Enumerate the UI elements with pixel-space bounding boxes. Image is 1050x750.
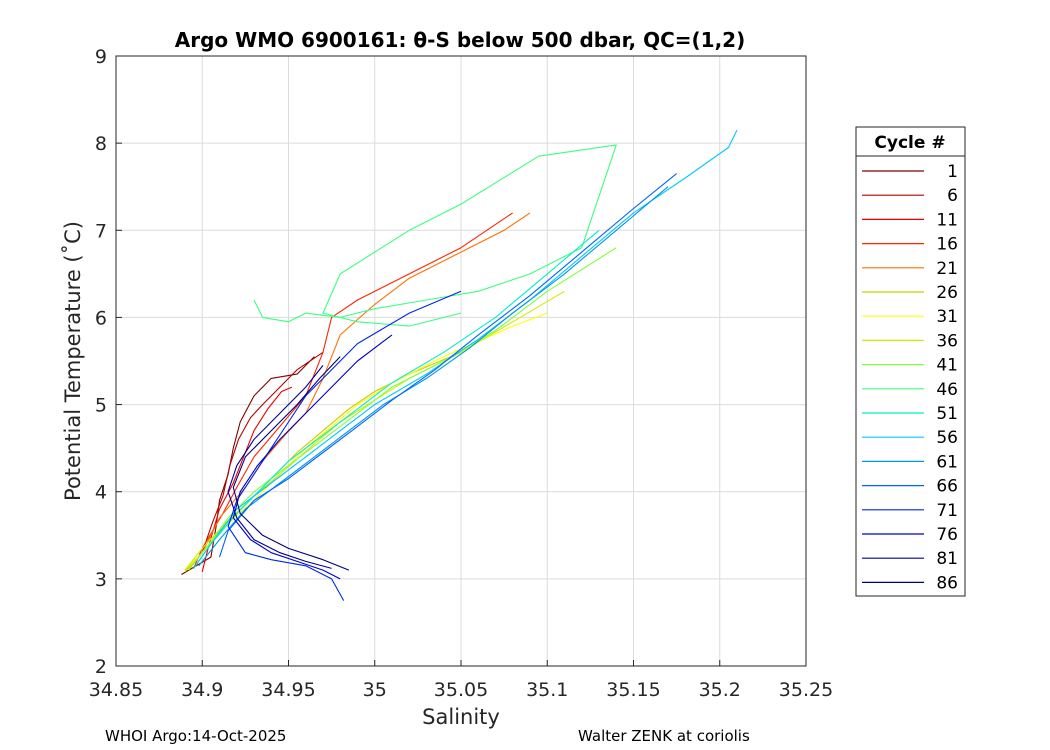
y-tick-label: 9 xyxy=(95,46,107,68)
legend-label: 11 xyxy=(936,210,958,230)
legend-label: 66 xyxy=(936,477,958,497)
x-tick-label: 34.95 xyxy=(261,679,315,701)
series-line-cycle-31 xyxy=(184,312,548,571)
series-line-cycle-86 xyxy=(232,356,350,571)
legend-label: 51 xyxy=(936,404,958,424)
series-line-cycle-26 xyxy=(184,351,462,573)
series-line-cycle-56 xyxy=(193,129,738,569)
x-tick-label: 35.05 xyxy=(434,679,488,701)
legend-label: 71 xyxy=(936,501,958,521)
x-tick-label: 34.85 xyxy=(89,679,143,701)
legend-label: 26 xyxy=(936,283,958,303)
y-tick-label: 8 xyxy=(95,133,107,155)
legend-label: 76 xyxy=(936,525,958,545)
legend-label: 36 xyxy=(936,331,958,351)
series-line-cycle-51 xyxy=(193,229,600,569)
legend-label: 6 xyxy=(947,186,958,206)
y-tick-label: 6 xyxy=(95,307,107,329)
legend: Cycle # 16111621263136414651566166717681… xyxy=(855,126,966,597)
y-tick-label: 7 xyxy=(95,220,107,242)
series-line-cycle-46 xyxy=(253,144,617,327)
x-axis-label: Salinity xyxy=(422,705,500,729)
x-axis-ticks: 34.85 34.9 34.95 35 35.05 35.1 35.15 35.2 35.25 xyxy=(89,660,833,701)
x-tick-label: 35 xyxy=(363,679,387,701)
series-line-cycle-61 xyxy=(198,186,669,567)
legend-label: 21 xyxy=(936,259,958,279)
chart-title: Argo WMO 6900161: θ-S below 500 dbar, QC… xyxy=(175,28,745,52)
x-tick-label: 35.1 xyxy=(526,679,568,701)
legend-label: 41 xyxy=(936,356,958,376)
footer-left: WHOI Argo:14-Oct-2025 xyxy=(105,727,286,745)
y-tick-label: 3 xyxy=(95,569,107,591)
series-line-cycle-71 xyxy=(227,290,462,601)
x-tick-label: 35.15 xyxy=(606,679,660,701)
legend-label: 86 xyxy=(936,573,958,593)
legend-label: 56 xyxy=(936,428,958,448)
legend-box xyxy=(855,126,966,597)
series-line-cycle-76 xyxy=(232,334,393,580)
legend-label: 1 xyxy=(947,162,958,182)
series-line-cycle-6 xyxy=(184,351,324,571)
y-tick-label: 5 xyxy=(95,395,107,417)
legend-title: Cycle # xyxy=(874,133,945,153)
x-tick-label: 34.9 xyxy=(181,679,223,701)
y-axis-ticks: 2 3 4 5 6 7 8 9 xyxy=(95,46,122,678)
footer-right: Walter ZENK at coriolis xyxy=(578,727,750,745)
y-axis-label: Potential Temperature (˚C) xyxy=(61,221,85,501)
legend-label: 61 xyxy=(936,452,958,472)
grid xyxy=(115,55,807,667)
legend-label: 16 xyxy=(936,235,958,255)
x-tick-label: 35.25 xyxy=(779,679,833,701)
series-line-cycle-81 xyxy=(227,365,332,569)
y-tick-label: 4 xyxy=(95,482,107,504)
series-layer xyxy=(181,129,738,601)
x-tick-label: 35.2 xyxy=(699,679,741,701)
y-tick-label: 2 xyxy=(95,656,107,678)
series-line-cycle-41 xyxy=(188,247,617,571)
legend-label: 31 xyxy=(936,307,958,327)
legend-label: 81 xyxy=(936,549,958,569)
series-line-cycle-21 xyxy=(188,212,531,571)
series-line-cycle-66 xyxy=(218,173,677,558)
legend-label: 46 xyxy=(936,380,958,400)
